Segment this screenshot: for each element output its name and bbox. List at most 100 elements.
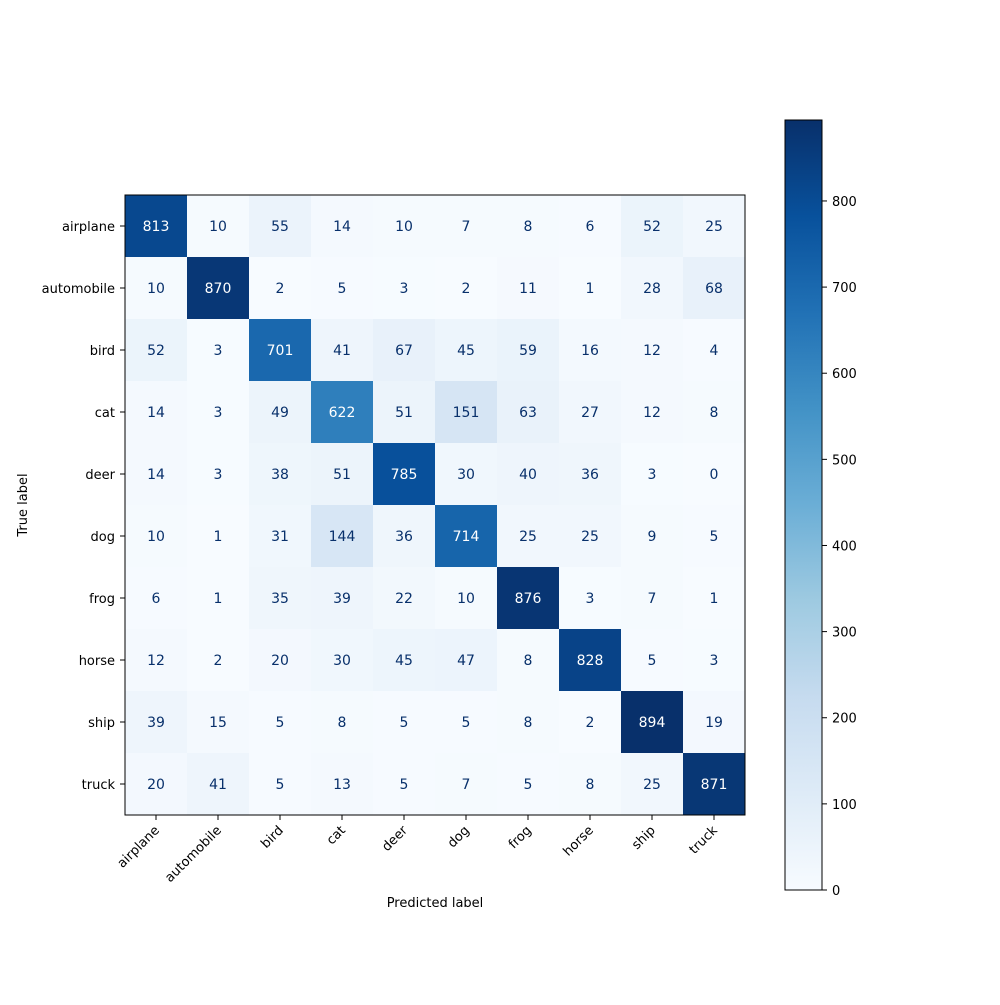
cell-value-label: 41 xyxy=(333,343,351,359)
heatmap-cell xyxy=(497,505,560,568)
y-tick-label: frog xyxy=(89,592,115,607)
cell-value-label: 12 xyxy=(643,343,661,359)
heatmap-cell xyxy=(373,195,436,258)
x-tick-label: dog xyxy=(445,823,473,851)
heatmap-cell xyxy=(187,381,250,444)
heatmap-cell xyxy=(621,753,684,816)
colorbar-tick-label: 500 xyxy=(832,453,857,468)
heatmap-cell xyxy=(311,381,374,444)
colorbar-tick-label: 600 xyxy=(832,367,857,382)
cell-value-label: 52 xyxy=(147,343,165,359)
cell-value-label: 5 xyxy=(462,715,471,731)
heatmap-cells xyxy=(125,195,746,816)
heatmap-cell xyxy=(187,505,250,568)
cell-value-label: 1 xyxy=(214,591,223,607)
cell-value-label: 52 xyxy=(643,219,661,235)
colorbar-tick-label: 400 xyxy=(832,539,857,554)
heatmap-cell xyxy=(559,195,622,258)
cell-value-label: 14 xyxy=(147,467,165,483)
heatmap-cell xyxy=(621,629,684,692)
y-tick-label: bird xyxy=(90,344,115,359)
cell-value-label: 28 xyxy=(643,281,661,297)
heatmap-cell xyxy=(373,381,436,444)
cell-value-label: 10 xyxy=(147,281,165,297)
y-tick-label: truck xyxy=(82,778,116,793)
heatmap-cell xyxy=(311,691,374,754)
colorbar-gradient xyxy=(784,119,823,891)
heatmap-cell xyxy=(559,629,622,692)
cell-value-label: 35 xyxy=(271,591,289,607)
cell-value-label: 6 xyxy=(586,219,595,235)
y-tick-label: cat xyxy=(95,406,115,421)
heatmap-cell xyxy=(249,319,312,382)
y-tick-label: dog xyxy=(91,530,115,545)
heatmap-cell xyxy=(497,195,560,258)
cell-value-label: 47 xyxy=(457,653,475,669)
heatmap-cell xyxy=(187,443,250,506)
heatmap-cell xyxy=(249,195,312,258)
cell-value-label: 5 xyxy=(400,777,409,793)
heatmap-cell xyxy=(435,505,498,568)
x-tick-label: airplane xyxy=(115,823,163,871)
cell-value-label: 1 xyxy=(710,591,719,607)
heatmap-cell xyxy=(497,629,560,692)
heatmap-cell xyxy=(683,691,746,754)
cell-value-label: 12 xyxy=(147,653,165,669)
cell-value-label: 894 xyxy=(639,715,666,731)
cell-value-label: 4 xyxy=(710,343,719,359)
heatmap-cell xyxy=(497,443,560,506)
heatmap-cell xyxy=(125,443,188,506)
heatmap-cell xyxy=(435,691,498,754)
cell-value-label: 40 xyxy=(519,467,537,483)
heatmap-cell xyxy=(249,443,312,506)
heatmap-cell xyxy=(311,195,374,258)
cell-value-label: 785 xyxy=(391,467,418,483)
colorbar-tick-label: 100 xyxy=(832,798,857,813)
heatmap-cell xyxy=(683,443,746,506)
heatmap-cell xyxy=(621,505,684,568)
heatmap-cell xyxy=(125,753,188,816)
cell-value-label: 39 xyxy=(333,591,351,607)
heatmap-cell xyxy=(311,443,374,506)
heatmap-cell xyxy=(559,443,622,506)
cell-value-label: 27 xyxy=(581,405,599,421)
heatmap-cell xyxy=(125,691,188,754)
heatmap-cell xyxy=(249,381,312,444)
heatmap-cell xyxy=(497,381,560,444)
cell-value-label: 45 xyxy=(395,653,413,669)
cell-value-label: 8 xyxy=(524,653,533,669)
cell-value-label: 714 xyxy=(453,529,480,545)
cell-value-label: 25 xyxy=(643,777,661,793)
cell-value-label: 2 xyxy=(276,281,285,297)
heatmap-cell xyxy=(683,629,746,692)
heatmap-cell xyxy=(311,629,374,692)
cell-value-label: 3 xyxy=(586,591,595,607)
heatmap-cell xyxy=(373,567,436,630)
heatmap-cell xyxy=(497,257,560,320)
heatmap-cell xyxy=(435,381,498,444)
cell-value-label: 7 xyxy=(462,219,471,235)
y-tick-label: horse xyxy=(79,654,115,669)
cell-value-label: 15 xyxy=(209,715,227,731)
heatmap-cell xyxy=(683,381,746,444)
cell-value-label: 30 xyxy=(333,653,351,669)
heatmap-cell xyxy=(125,257,188,320)
heatmap-cell xyxy=(435,753,498,816)
cell-value-label: 10 xyxy=(147,529,165,545)
cell-value-label: 813 xyxy=(143,219,170,235)
cell-value-label: 0 xyxy=(710,467,719,483)
cell-value-label: 151 xyxy=(453,405,480,421)
heatmap-cell xyxy=(497,319,560,382)
heatmap-cell xyxy=(621,381,684,444)
cell-value-label: 5 xyxy=(276,715,285,731)
heatmap-cell xyxy=(249,567,312,630)
cell-value-label: 5 xyxy=(648,653,657,669)
heatmap-cell xyxy=(435,567,498,630)
heatmap-cell xyxy=(559,505,622,568)
plot-frame xyxy=(124,194,746,816)
cell-value-label: 12 xyxy=(643,405,661,421)
cell-value-label: 31 xyxy=(271,529,289,545)
x-tick-label: horse xyxy=(561,823,597,859)
cell-value-label: 2 xyxy=(462,281,471,297)
cell-value-label: 14 xyxy=(147,405,165,421)
